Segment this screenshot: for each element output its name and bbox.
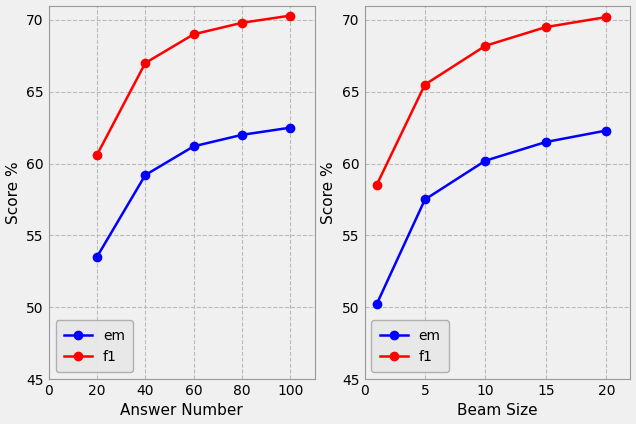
f1 xyxy=(141,61,149,66)
X-axis label: Beam Size: Beam Size xyxy=(457,404,538,418)
f1 xyxy=(238,20,246,25)
f1 xyxy=(421,82,429,87)
em xyxy=(481,158,489,163)
em xyxy=(602,128,610,133)
f1 xyxy=(287,13,294,18)
Legend: em, f1: em, f1 xyxy=(371,321,449,372)
Line: f1: f1 xyxy=(373,13,611,189)
em xyxy=(190,144,197,149)
Line: f1: f1 xyxy=(93,11,294,159)
em xyxy=(141,173,149,178)
Y-axis label: Score %: Score % xyxy=(321,161,336,223)
Line: em: em xyxy=(373,126,611,309)
f1 xyxy=(190,32,197,37)
em xyxy=(373,302,380,307)
em xyxy=(287,125,294,130)
Legend: em, f1: em, f1 xyxy=(55,321,133,372)
em xyxy=(93,254,100,259)
f1 xyxy=(481,43,489,48)
em xyxy=(238,132,246,137)
f1 xyxy=(373,183,380,188)
Line: em: em xyxy=(93,123,294,261)
f1 xyxy=(93,152,100,157)
f1 xyxy=(542,25,550,30)
Y-axis label: Score %: Score % xyxy=(6,161,20,223)
em xyxy=(421,197,429,202)
em xyxy=(542,139,550,145)
X-axis label: Answer Number: Answer Number xyxy=(120,404,243,418)
f1 xyxy=(602,14,610,20)
